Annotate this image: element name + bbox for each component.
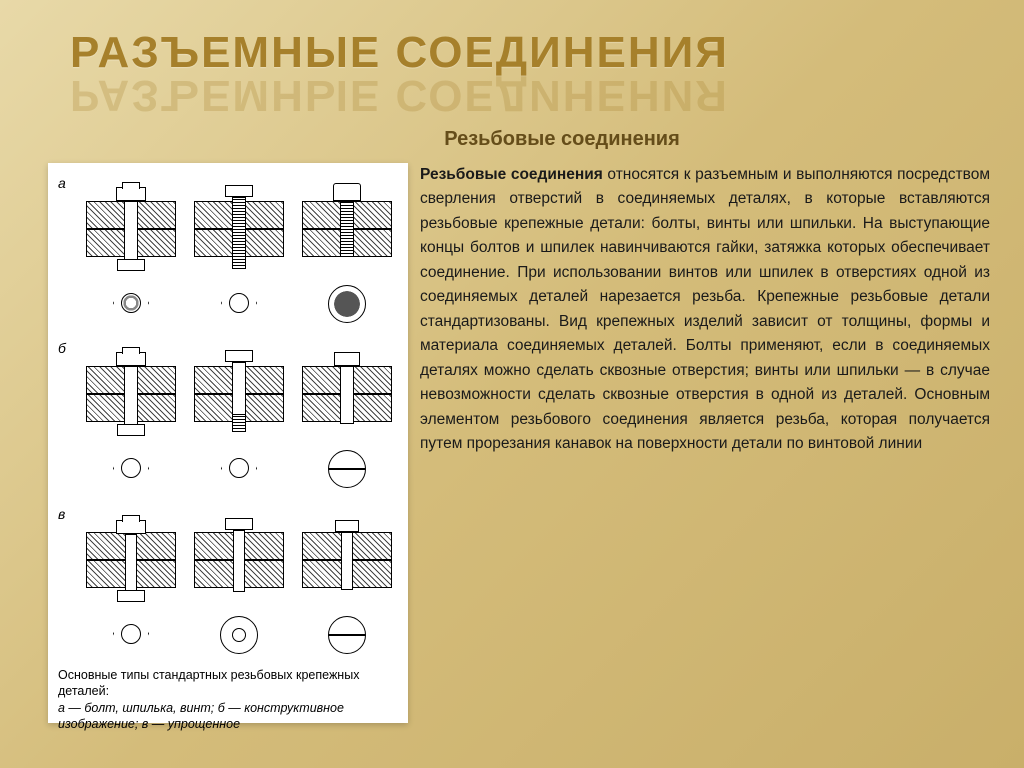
text-panel: Резьбовые соединения относятся к разъемн…: [420, 163, 996, 723]
cell-a3: [296, 171, 398, 330]
cell-b2: [188, 336, 290, 495]
stud-v-view-icon: [220, 616, 258, 654]
cell-b1: [80, 336, 182, 495]
bolt-v-view-icon: [113, 616, 149, 652]
row-label-a: а: [58, 171, 74, 191]
diagram-grid: а: [58, 171, 398, 661]
stud-top-view-icon: [221, 285, 257, 321]
cell-v1: [80, 502, 182, 661]
title-block: РАЗЪЕМНЫЕ СОЕДИНЕНИЯ РАЗЪЕМНЫЕ СОЕДИНЕНИ…: [0, 0, 1024, 120]
body-text: относятся к разъемным и выполняются поср…: [420, 166, 990, 452]
bolt-b-view-icon: [113, 450, 149, 486]
caption-title: Основные типы стандартных резьбовых креп…: [58, 668, 359, 698]
bolt-top-view-icon: [113, 285, 149, 321]
content-row: а: [0, 151, 1024, 723]
cell-a1: [80, 171, 182, 330]
caption-legend: а — болт, шпилька, винт; б — конструктив…: [58, 701, 344, 731]
cell-v2: [188, 502, 290, 661]
cell-v3: [296, 502, 398, 661]
subtitle: Резьбовые соединения: [100, 128, 1024, 151]
screw-b-view-icon: [328, 450, 366, 488]
row-label-b: б: [58, 336, 74, 356]
row-label-v: в: [58, 502, 74, 522]
cell-b3: [296, 336, 398, 495]
title-reflection: РАЗЪЕМНЫЕ СОЕДИНЕНИЯ: [70, 70, 1024, 120]
diagram-caption: Основные типы стандартных резьбовых креп…: [58, 667, 398, 732]
stud-b-view-icon: [221, 450, 257, 486]
body-lead: Резьбовые соединения: [420, 166, 603, 183]
screw-top-view-icon: [328, 285, 366, 323]
diagram-panel: а: [48, 163, 408, 723]
screw-v-view-icon: [328, 616, 366, 654]
cell-a2: [188, 171, 290, 330]
